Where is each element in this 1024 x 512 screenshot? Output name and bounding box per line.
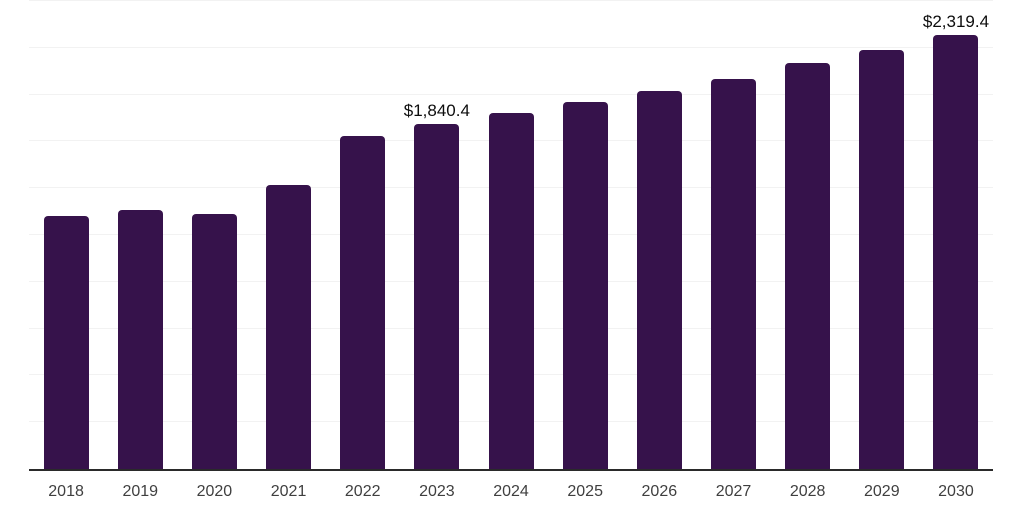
bar-2021 xyxy=(266,185,312,469)
tick-label-2027: 2027 xyxy=(715,483,752,500)
bar-slot-2028 xyxy=(771,1,845,469)
bar-slot-2027 xyxy=(696,1,770,469)
gridline-2000 xyxy=(29,93,993,95)
bar-2022 xyxy=(340,135,386,469)
tick-label-2023: 2023 xyxy=(419,483,455,500)
tick-label-2018: 2018 xyxy=(48,483,84,500)
tick-label-2020: 2020 xyxy=(196,483,233,500)
bar-slot-2022 xyxy=(326,1,400,469)
tick-label-2029: 2029 xyxy=(864,483,900,500)
bar-slot-2021 xyxy=(251,1,325,469)
bar-slot-2024 xyxy=(474,1,548,469)
bar-slot-2029 xyxy=(845,1,919,469)
bar-2020 xyxy=(191,213,237,469)
bar-2018 xyxy=(43,216,89,469)
gridline-2250 xyxy=(29,46,993,48)
bar-2027 xyxy=(710,78,756,469)
data-label-2030: $2,319.4 xyxy=(922,11,990,31)
bar-slot-2026 xyxy=(622,1,696,469)
bar-slot-2019 xyxy=(103,1,177,469)
tick-label-2025: 2025 xyxy=(567,483,603,500)
bar-2028 xyxy=(785,63,831,469)
bars-container: $1,840.4 $2,319.4 xyxy=(29,1,993,469)
bar-slot-2020 xyxy=(177,1,251,469)
tick-label-2024: 2024 xyxy=(493,483,529,500)
tick-label-2028: 2028 xyxy=(789,483,826,500)
bar-2025 xyxy=(562,102,608,469)
gridline-2500 xyxy=(29,0,993,1)
bar-2029 xyxy=(859,49,905,469)
bar-2026 xyxy=(636,90,682,469)
bar-2019 xyxy=(117,209,163,469)
bar-2024 xyxy=(488,113,534,469)
bar-slot-2025 xyxy=(548,1,622,469)
tick-label-2022: 2022 xyxy=(344,483,381,500)
tick-label-2026: 2026 xyxy=(641,483,678,500)
bar-slot-2023: $1,840.4 xyxy=(400,1,474,469)
tick-label-2030: 2030 xyxy=(938,483,974,500)
x-axis-tick-labels: 2018 2019 2020 2021 2022 2023 2024 2025 2026 2027… xyxy=(29,482,993,501)
bar-2030 xyxy=(933,34,979,469)
bar-2023 xyxy=(414,124,460,469)
tick-label-2021: 2021 xyxy=(270,483,307,500)
plot-area: $1,840.4 $2,319.4 xyxy=(29,0,993,471)
bar-slot-2030: $2,319.4 xyxy=(919,1,993,469)
data-label-2023: $1,840.4 xyxy=(403,101,470,121)
x-axis-line xyxy=(29,469,993,471)
tick-label-2019: 2019 xyxy=(122,483,159,500)
bar-slot-2018 xyxy=(29,1,103,469)
